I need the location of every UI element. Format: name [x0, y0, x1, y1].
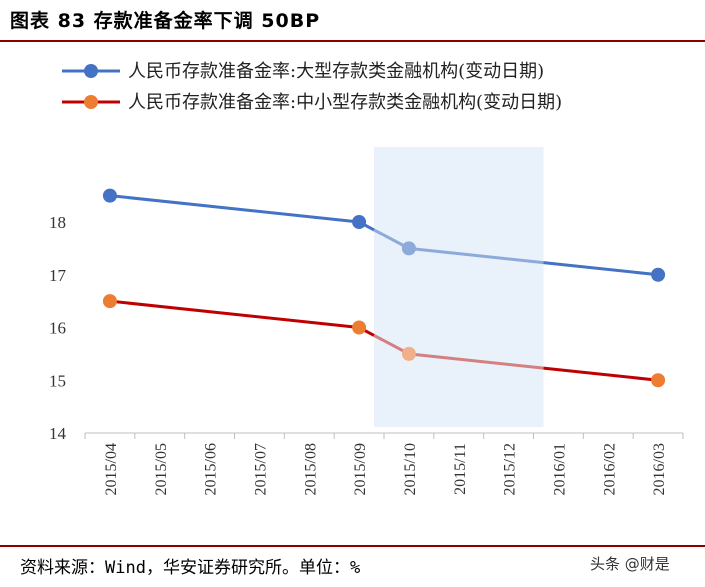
y-tick-label: 16 [49, 319, 66, 338]
figure-title: 图表 83 存款准备金率下调 50BP [10, 10, 321, 32]
y-tick-label: 18 [49, 213, 66, 232]
series-line-segment [109, 299, 360, 329]
x-tick-label: 2015/04 [103, 443, 120, 495]
watermark: 头条 @财是 [590, 555, 670, 573]
series-line-segment [109, 194, 360, 224]
series-line-segment [408, 352, 544, 370]
highlight-band [374, 147, 544, 427]
data-point [102, 188, 117, 203]
line-chart: 14 15 16 17 18 2015/04 2015/05 2015/06 2015/07 20… [49, 147, 684, 495]
y-tick-label: 17 [49, 266, 67, 285]
series-2 [102, 294, 666, 388]
x-tick-label: 2015/10 [402, 443, 419, 495]
legend-item-large-banks: 人民币存款准备金率:大型存款类金融机构(变动日期) [60, 56, 660, 87]
y-tick-label: 15 [49, 371, 66, 390]
data-point [102, 294, 117, 309]
data-point [401, 241, 416, 256]
top-rule [0, 40, 705, 42]
x-tick-label: 2016/01 [551, 443, 568, 495]
legend-label-large-banks: 人民币存款准备金率:大型存款类金融机构(变动日期) [128, 61, 545, 82]
legend-swatch-large-banks [62, 64, 120, 78]
legend: 人民币存款准备金率:大型存款类金融机构(变动日期) 人民币存款准备金率:中小型存… [60, 56, 660, 118]
data-point [352, 320, 367, 335]
x-tick-label: 2015/07 [252, 443, 269, 495]
x-tick-label: 2015/06 [203, 443, 220, 495]
legend-swatch-small-banks [62, 95, 120, 109]
data-point [651, 267, 666, 282]
x-tick-label: 2015/11 [452, 443, 469, 495]
data-point [401, 346, 416, 361]
series-line-segment [543, 366, 659, 382]
data-point [651, 373, 666, 388]
bottom-rule [0, 545, 705, 547]
chart-area: 14 15 16 17 18 2015/04 2015/05 2015/06 2015/07 20… [49, 147, 684, 495]
x-tick-label: 2016/02 [601, 443, 618, 495]
legend-label-small-banks: 人民币存款准备金率:中小型存款类金融机构(变动日期) [128, 92, 563, 113]
x-tick-label: 2015/08 [302, 443, 319, 495]
x-tick-label: 2016/03 [651, 443, 668, 495]
y-tick-label: 14 [49, 424, 67, 443]
legend-item-small-banks: 人民币存款准备金率:中小型存款类金融机构(变动日期) [60, 87, 660, 118]
x-tick-label: 2015/09 [352, 443, 369, 495]
series-1 [102, 188, 666, 282]
x-tick-label: 2015/05 [153, 443, 170, 495]
series-line-segment [543, 261, 659, 277]
data-point [352, 215, 367, 229]
source-note: 资料来源：Wind，华安证券研究所。单位：% [20, 558, 361, 578]
x-tick-label: 2015/12 [502, 443, 519, 495]
series-line-segment [408, 246, 544, 265]
